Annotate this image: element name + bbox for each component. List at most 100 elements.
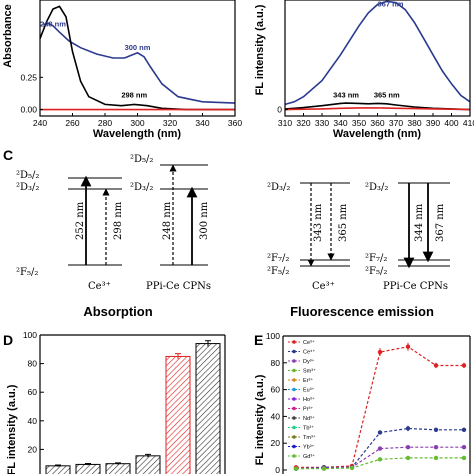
panel-d-bars — [45, 340, 221, 474]
arrow-365-label: 365 nm — [338, 203, 349, 242]
panel-a-series-blue — [43, 22, 236, 104]
panel-b-xtick-label-330: 330 — [315, 118, 329, 128]
panel-b-xtick-label-410: 410 — [463, 118, 474, 128]
panel-e-legend-label-10: Tm³⁺ — [303, 434, 316, 441]
ce-abs-ground-label: ²F₅/₂ — [16, 267, 38, 278]
panel-e-point-3-5 — [433, 455, 439, 461]
panel-e-point-0-4 — [405, 344, 411, 349]
panel-d-bar-0 — [45, 465, 71, 474]
panel-a-xtick-label-320: 320 — [163, 118, 177, 128]
panel-e-legend-marker-3 — [292, 368, 296, 373]
panel-e-legend-label-0: Ce³⁺ — [303, 339, 315, 346]
panel-e-legend-marker-7 — [292, 406, 296, 411]
panel-e-point-1-5 — [433, 427, 439, 432]
emission-title: Fluorescence emission — [290, 304, 434, 319]
panel-b-series-blue — [284, 0, 471, 106]
panel-e-ylabel: FL intensity (a.u.) — [254, 374, 266, 465]
panel-e-legend-label-5: Eu³⁺ — [303, 387, 315, 394]
ce-abs-species: Ce³⁺ — [88, 281, 111, 292]
panel-e-point-2-5 — [433, 445, 439, 450]
panel-e-legend-marker-4 — [292, 378, 296, 382]
panel-b-annotation-2: 365 nm — [374, 91, 400, 100]
panel-a-series — [39, 5, 236, 111]
panel-a-xlabel: Wavelength (nm) — [93, 128, 182, 140]
panel-a-annotation-1: 300 nm — [125, 43, 151, 52]
panel-e-legend-label-12: Gd³⁺ — [303, 453, 315, 460]
panel-d-label: D — [3, 332, 13, 348]
panel-e: E 0 20 40 60 80 100 Ce³⁺ Ce⁴⁺ Dy³⁺ Sm³⁺ Er³⁺ Eu³⁺ H… — [254, 331, 471, 474]
ce-em-f52-label: ²F₅/₂ — [267, 266, 289, 277]
panel-e-legend-marker-5 — [292, 387, 296, 392]
panel-d-bar-5 — [195, 343, 221, 474]
panel-e-legend-marker-0 — [292, 340, 296, 344]
panel-b-xtick-label-310: 310 — [278, 118, 292, 128]
panel-e-point-3-6 — [461, 455, 467, 461]
panel-d-ytick-label-20: 20 — [28, 444, 38, 454]
panel-d-ytick-label-100: 100 — [23, 330, 37, 340]
panel-e-point-1-4 — [405, 426, 411, 431]
panel-a-xtick-label-340: 340 — [195, 118, 209, 128]
panel-c-label: C — [3, 147, 13, 163]
panel-e-legend-label-7: Pr³⁺ — [303, 406, 313, 413]
panel-e-point-3-4 — [405, 455, 411, 461]
panel-e-point-3-1 — [321, 466, 327, 471]
arrow-248-label: 248 nm — [162, 201, 173, 240]
panel-e-ytick-label-20: 20 — [271, 438, 281, 448]
panel-a-xtick-label-260: 260 — [65, 118, 79, 128]
panel-b-annotation-1: 343 nm — [333, 91, 359, 100]
panel-b-xtick-label-350: 350 — [352, 118, 366, 128]
panel-c: C ²D₅/₂ ²D₃/₂ ²F₅/₂ 252 nm 298 nm Ce³⁺ ²… — [3, 147, 450, 319]
panel-e-point-2-3 — [377, 446, 383, 451]
arrow-367-label: 367 nm — [435, 203, 446, 242]
arrow-300-label: 300 nm — [199, 201, 210, 240]
panel-b-xlabel: Wavelength (nm) — [333, 128, 422, 140]
panel-e-ytick-label-80: 80 — [271, 358, 281, 368]
ce-em-f72-label: ²F₇/₂ — [267, 253, 289, 264]
ce-abs-d52-label: ²D₅/₂ — [16, 170, 39, 181]
arrow-298-label: 298 nm — [113, 201, 124, 240]
ce-em-d32-label: ²D₃/₂ — [267, 182, 290, 193]
panel-e-legend-label-9: Tb³⁺ — [303, 425, 314, 432]
panel-e-legend-marker-12 — [292, 454, 296, 458]
panel-e-legend-label-8: Nd³⁺ — [303, 415, 315, 422]
cpn-abs-d52-label: ²D₅/₂ — [130, 154, 153, 165]
panel-a-annotations: 248 nm 300 nm 298 nm — [40, 20, 151, 100]
ce-em-species: Ce³⁺ — [312, 281, 335, 292]
panel-e-legend-marker-8 — [292, 416, 296, 420]
panel-e-point-1-3 — [377, 430, 383, 435]
panel-d-bar-2 — [105, 463, 131, 474]
panel-e-ytick-label-0: 0 — [275, 465, 280, 474]
panel-e-legend-marker-9 — [292, 425, 296, 430]
panel-e-point-0-5 — [433, 363, 439, 368]
panel-d-bar-3 — [135, 455, 161, 474]
panel-a-ytick-label-0: 0.00 — [20, 105, 37, 115]
panel-d-bar-1 — [75, 463, 101, 474]
panel-e-legend-label-2: Dy³⁺ — [303, 358, 315, 365]
ce-abs-d32-label: ²D₃/₂ — [16, 182, 39, 193]
panel-e-legend-marker-6 — [292, 397, 296, 401]
panel-e-point-3-0 — [293, 466, 299, 471]
panel-e-series — [293, 342, 467, 471]
panel-e-ticks: 0 20 40 60 80 100 — [266, 331, 287, 474]
cpn-abs-d32-label: ²D₃/₂ — [130, 182, 153, 193]
panel-e-legend-marker-10 — [292, 435, 296, 439]
panel-a: 240 260 280 300 320 340 360 0.00 0.25 Wavelength… — [2, 0, 242, 140]
panel-b-xtick-label-370: 370 — [389, 118, 403, 128]
panel-d-errorbar-0 — [55, 464, 61, 467]
panel-e-point-0-3 — [377, 349, 383, 355]
panel-e-point-2-6 — [461, 445, 467, 450]
panel-e-point-1-6 — [461, 427, 467, 432]
panel-b-ytick-label-0: 0 — [277, 105, 282, 115]
panel-a-annotation-0: 248 nm — [40, 20, 66, 29]
panel-b-xtick-label-380: 380 — [407, 118, 421, 128]
panel-b-xtick-label-390: 390 — [426, 118, 440, 128]
arrow-343-label: 343 nm — [313, 203, 324, 242]
cpn-abs-species: PPi-Ce CPNs — [146, 281, 211, 292]
panel-d-bar-4 — [165, 355, 191, 474]
panel-d-errorbar-5 — [205, 340, 211, 347]
absorption-title: Absorption — [83, 304, 152, 319]
panel-e-legend-label-6: Ho³⁺ — [303, 396, 315, 403]
panel-b: 310 320 330 340 350 360 370 380 390 400 410 0 Wavel… — [254, 0, 474, 140]
panel-a-ytick-label-1: 0.25 — [20, 72, 37, 82]
